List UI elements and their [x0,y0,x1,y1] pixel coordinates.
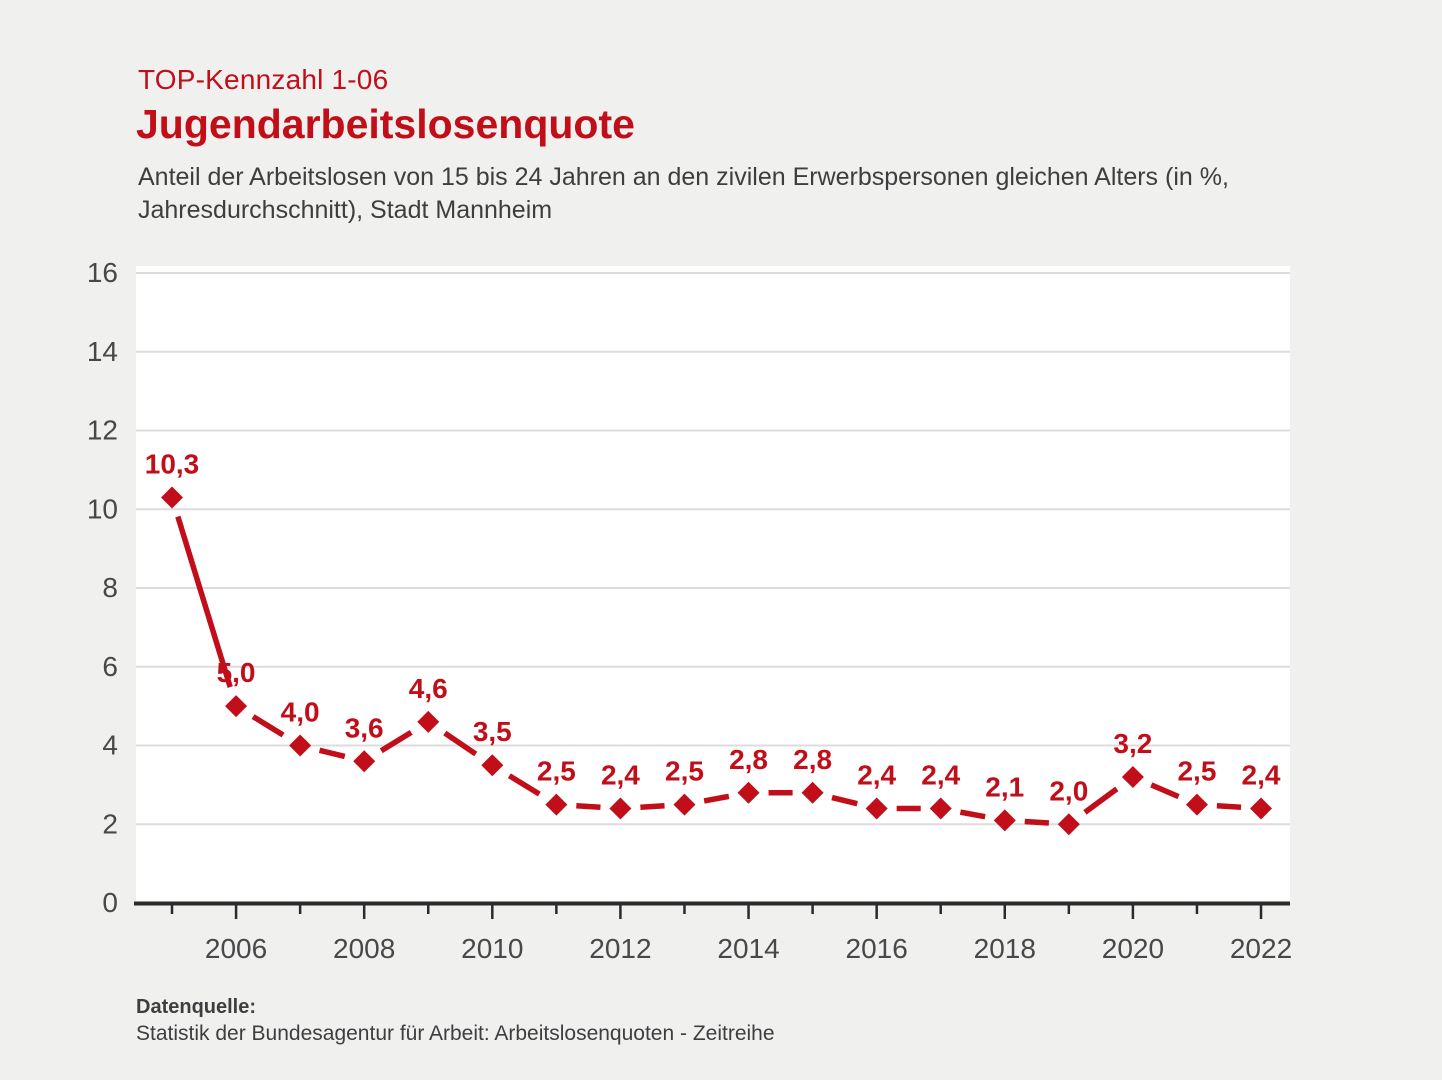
y-tick-label: 8 [102,572,118,603]
x-tick-label: 2008 [333,933,395,964]
line-segment [1024,818,1050,826]
line-segment [703,793,730,804]
data-point-marker [161,486,183,509]
data-point-marker [801,781,824,804]
value-label: 2,4 [921,760,960,791]
x-tick-label: 2012 [589,933,651,964]
data-point-marker [609,797,632,820]
y-tick-label: 4 [102,730,118,761]
x-tick-label: 2016 [846,933,908,964]
value-label: 4,6 [409,673,448,704]
value-label: 2,5 [537,756,576,787]
x-tick-label: 2022 [1230,933,1292,964]
line-segment [576,803,601,811]
x-tick-label: 2006 [205,933,267,964]
data-point-marker [417,710,440,733]
value-label: 2,5 [1177,756,1216,787]
data-point-marker [1057,813,1080,836]
value-label: 5,0 [217,657,256,688]
value-label: 2,1 [985,771,1024,802]
chart-subtitle-line1: Anteil der Arbeitslosen von 15 bis 24 Ja… [138,163,1229,191]
y-tick-label: 6 [102,651,118,682]
data-source-text: Statistik der Bundesagentur für Arbeit: … [136,1022,775,1045]
value-label: 2,4 [1242,760,1281,791]
plot-area [136,266,1290,903]
data-point-marker [929,797,952,820]
data-point-marker [545,793,568,816]
data-source-label: Datenquelle: [136,996,257,1018]
line-segment [959,809,986,820]
data-point-marker [1121,766,1144,788]
y-tick-label: 0 [102,887,118,918]
line-segment [507,773,541,797]
chart-subtitle: Anteil der Arbeitslosen von 15 bis 24 Ja… [138,161,1238,227]
page-title: Jugendarbeitslosenquote [136,101,635,147]
y-tick-label: 16 [87,257,118,288]
value-label: 2,0 [1049,775,1088,806]
data-source: Datenquelle: Statistik der Bundesagentur… [136,996,775,1046]
value-label: 2,4 [857,760,896,791]
y-tick-label: 10 [87,493,118,524]
line-segment [1216,803,1242,811]
x-tick-label: 2010 [461,933,523,964]
value-label: 3,2 [1113,728,1152,759]
y-tick-label: 2 [102,808,118,839]
data-point-marker [1250,797,1273,820]
value-label: 2,8 [793,744,832,775]
line-segment [443,730,478,757]
line-segment [1150,782,1180,800]
line-segment [379,730,413,754]
line-segment [831,794,858,807]
data-point-marker [353,750,376,773]
value-label: 3,6 [345,712,384,743]
data-point-marker [865,797,888,820]
data-point-marker [737,781,760,804]
value-label: 3,5 [473,716,512,747]
value-label: 2,4 [601,760,640,791]
y-tick-label: 12 [87,415,118,446]
line-segment [251,714,285,738]
y-tick-label: 14 [87,336,118,367]
data-point-marker [673,793,696,816]
value-label: 2,8 [729,744,768,775]
line-segment [1083,786,1119,815]
data-point-marker [993,809,1016,832]
line-segment [175,515,233,688]
data-point-marker [225,695,248,718]
line-segment [318,747,346,760]
data-point-marker [289,734,312,757]
value-label: 10,3 [145,448,200,479]
value-label: 4,0 [281,697,320,728]
kicker-label: TOP-Kennzahl 1-06 [138,64,389,95]
data-point-marker [481,754,504,777]
x-tick-label: 2020 [1102,933,1164,964]
chart-subtitle-line2: Jahresdurchschnitt), Stadt Mannheim [138,196,553,224]
value-label: 2,5 [665,756,704,787]
line-segment [640,803,665,811]
data-point-marker [1185,793,1208,816]
x-tick-label: 2014 [717,933,779,964]
x-tick-label: 2018 [974,933,1036,964]
